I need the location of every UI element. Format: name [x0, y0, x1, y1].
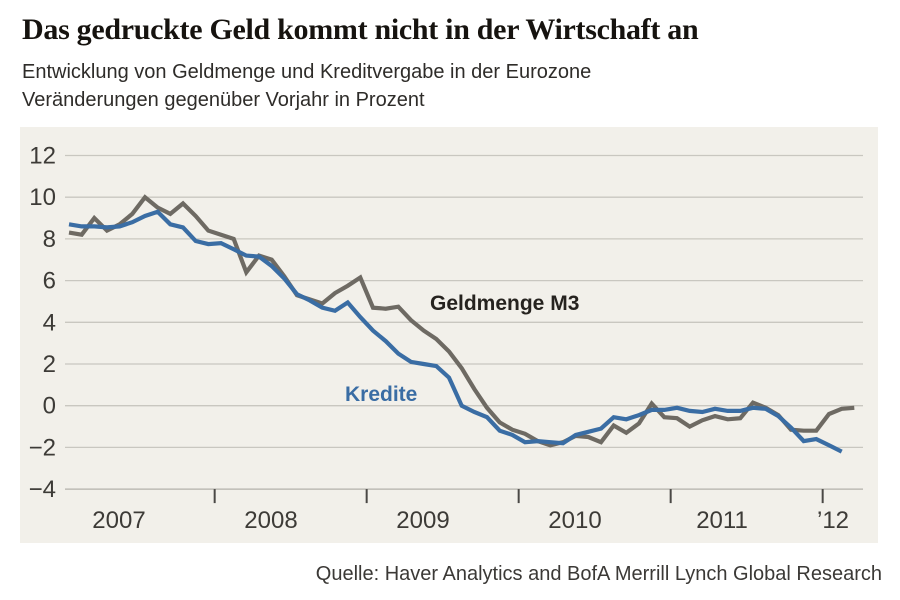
axis-label-layer: 12 10 8 6 4 2 0 −2 −4 2007 2008 2009 2010 2011 ’12	[29, 143, 849, 535]
y-axis-tick-label: 2	[43, 351, 56, 378]
x-axis-tick-label: 2008	[244, 507, 297, 534]
x-axis-tick-label: 2009	[396, 507, 449, 534]
chart-title: Das gedruckte Geld kommt nicht in der Wi…	[22, 13, 699, 46]
kredite-line	[68, 209, 843, 454]
geldmenge-m3-line	[68, 194, 855, 448]
series-label-geldmenge-m3: Geldmenge M3	[430, 292, 579, 315]
grid-layer	[65, 154, 863, 490]
series-label-kredite: Kredite	[345, 383, 417, 406]
y-axis-tick-label: −2	[29, 434, 56, 461]
x-axis-tick-label: 2010	[548, 507, 601, 534]
x-axis-tick-label: 2011	[696, 507, 748, 534]
chart-subtitle-line-2: Veränderungen gegenüber Vorjahr in Proze…	[22, 89, 425, 111]
chart-subtitle-line-1: Entwicklung von Geldmenge und Kreditverg…	[22, 61, 592, 83]
x-axis-tick-label: ’12	[817, 507, 849, 534]
chart-panel	[20, 127, 878, 543]
y-axis-tick-label: −4	[29, 476, 56, 503]
y-axis-tick-label: 12	[29, 143, 56, 170]
x-axis-tick-label: 2007	[92, 507, 145, 534]
y-axis-tick-label: 0	[43, 393, 56, 420]
tick-layer	[213, 489, 824, 504]
chart-subtitle: Entwicklung von Geldmenge und Kreditverg…	[22, 58, 882, 114]
y-axis-tick-label: 10	[29, 184, 56, 211]
y-axis-tick-label: 6	[43, 268, 56, 295]
y-axis-tick-label: 4	[43, 309, 56, 336]
series-layer	[68, 194, 855, 454]
y-axis-tick-label: 8	[43, 226, 56, 253]
source-attribution: Quelle: Haver Analytics and BofA Merrill…	[315, 563, 882, 585]
line-chart: 12 10 8 6 4 2 0 −2 −4 2007 2008 2009 2010 2011 ’12 Gel…	[29, 143, 863, 535]
